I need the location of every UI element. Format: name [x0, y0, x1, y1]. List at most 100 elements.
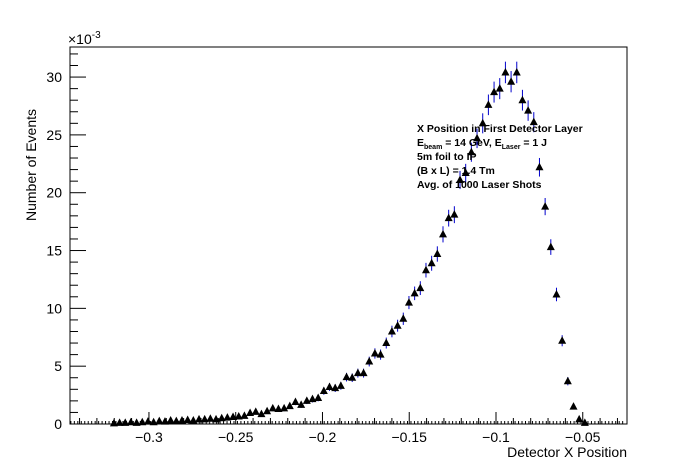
data-point	[251, 407, 260, 415]
data-point	[115, 418, 124, 426]
data-point	[370, 348, 379, 357]
data-point	[365, 357, 374, 365]
data-point	[552, 289, 561, 298]
data-point	[189, 416, 198, 424]
data-point	[132, 418, 141, 426]
y-tick-label: 30	[46, 69, 62, 85]
data-point	[291, 397, 300, 406]
data-point	[268, 403, 277, 412]
data-point	[507, 77, 516, 85]
data-point	[109, 418, 118, 427]
annotation-line-5: Avg. of 1000 Laser Shots	[417, 179, 542, 191]
data-point	[433, 249, 442, 258]
data-point	[518, 95, 527, 104]
data-point	[143, 417, 152, 425]
plot-frame	[69, 46, 628, 425]
data-point	[240, 411, 249, 419]
data-point	[393, 321, 402, 329]
data-point	[280, 403, 289, 412]
data-point	[263, 406, 272, 415]
x-tick-label: −0.15	[392, 429, 428, 445]
y-multiplier: ×10-3	[68, 30, 101, 47]
data-point	[535, 162, 544, 171]
data-point	[348, 373, 357, 381]
data-point	[575, 414, 584, 423]
data-point	[558, 336, 567, 344]
data-point	[473, 133, 482, 142]
data-point	[331, 383, 340, 392]
data-point	[138, 417, 147, 426]
annotation-line-1: X Position in First Detector Layer	[417, 123, 583, 135]
data-point	[172, 416, 181, 425]
annotation-line-2: Ebeam = 14 GeV, ELaser = 1 J	[417, 137, 547, 151]
data-point	[126, 417, 135, 426]
data-point	[149, 417, 158, 426]
data-point	[160, 417, 169, 425]
x-axis-label: Detector X Position	[507, 444, 627, 460]
x-tick-label: −0.1	[482, 429, 510, 445]
data-point	[308, 394, 317, 403]
y-axis-label: Number of Events	[23, 109, 39, 221]
data-point	[325, 382, 334, 390]
data-point	[450, 210, 459, 218]
data-point	[274, 404, 283, 412]
data-point	[359, 368, 368, 377]
data-point	[195, 414, 204, 423]
x-tick-label: −0.2	[309, 429, 337, 445]
x-tick-label: −0.05	[565, 429, 601, 445]
data-point	[382, 338, 391, 347]
data-point	[177, 416, 186, 424]
data-point	[399, 314, 408, 322]
data-point	[529, 117, 538, 126]
data-point	[416, 283, 425, 292]
data-point	[421, 265, 430, 274]
data-point	[234, 411, 243, 420]
data-point	[336, 381, 345, 389]
data-point	[541, 202, 550, 210]
data-point	[569, 402, 578, 410]
data-point	[438, 229, 447, 238]
data-point	[387, 326, 396, 335]
data-point	[478, 118, 487, 127]
data-point	[490, 87, 499, 96]
data-point	[456, 175, 465, 183]
data-point	[580, 418, 589, 426]
data-point	[461, 168, 470, 177]
data-point	[342, 372, 351, 381]
data-point	[467, 147, 476, 156]
annotation-box: X Position in First Detector Layer Ebeam…	[417, 123, 583, 191]
data-point	[200, 414, 209, 423]
data-point	[444, 213, 453, 222]
data-point	[223, 413, 232, 421]
data-point	[183, 415, 192, 423]
data-point	[512, 67, 521, 76]
data-point	[212, 414, 221, 423]
data-point	[217, 413, 226, 422]
data-point	[546, 242, 555, 251]
data-point	[155, 416, 164, 425]
x-tick-label: −0.25	[218, 429, 254, 445]
data-point	[297, 400, 306, 408]
data-point	[314, 393, 323, 401]
data-point	[501, 67, 510, 76]
y-tick-label: 20	[46, 185, 62, 201]
data-point	[376, 350, 385, 358]
data-point	[563, 376, 572, 385]
data-point	[524, 106, 533, 114]
y-tick-label: 15	[46, 243, 62, 259]
data-point	[495, 84, 504, 92]
data-point	[206, 414, 215, 422]
x-tick-label: −0.3	[135, 429, 163, 445]
data-point	[319, 386, 328, 395]
data-point	[410, 288, 419, 297]
data-point	[484, 100, 493, 108]
y-tick-label: 5	[54, 358, 62, 374]
data-point	[246, 408, 255, 417]
data-point	[427, 258, 436, 267]
data-point	[257, 409, 266, 418]
annotation-line-3: 5m foil to IP	[417, 151, 477, 163]
data-point	[285, 401, 294, 410]
annotation-line-4: (B x L) = 1.4 Tm	[417, 165, 495, 177]
data-point	[353, 368, 362, 377]
